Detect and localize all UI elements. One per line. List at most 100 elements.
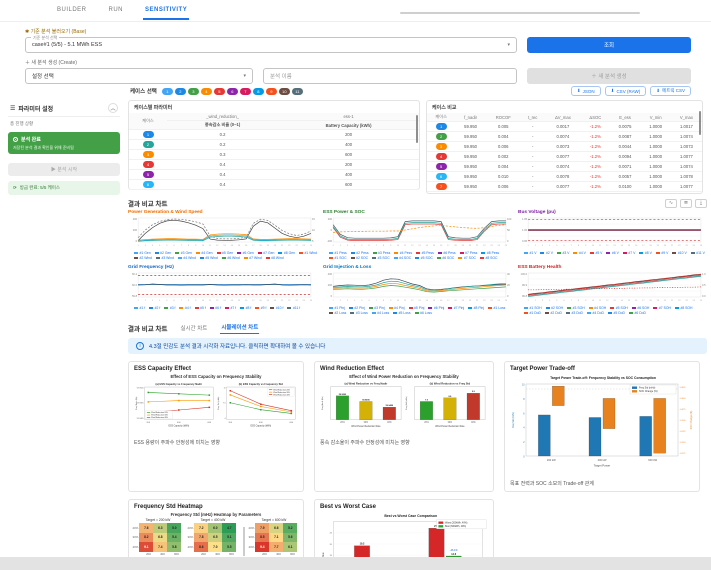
legend-item[interactable]: #1 SOH	[524, 306, 542, 310]
legend-item[interactable]: #3 DoD	[566, 311, 583, 315]
case-chip-8[interactable]: 8	[252, 87, 264, 95]
legend-item[interactable]: #1 V	[524, 251, 536, 255]
legend-item[interactable]: #1 Wind	[299, 251, 317, 255]
legend-item[interactable]: #5 Gen	[216, 251, 233, 255]
legend-item[interactable]: #8 Wind	[265, 256, 284, 260]
param-table-row[interactable]: 4 0.4 200	[129, 159, 419, 170]
legend-item[interactable]: #6 Gen	[237, 251, 254, 255]
legend-item[interactable]: #2 Gen	[154, 251, 171, 255]
case-chip-11[interactable]: 11	[291, 87, 303, 95]
timeseries-chart-grid-frequency[interactable]: Grid Frequency (Hz) 60.2 60.0 59.8 1 2 3 4 5 6 7 8 9…	[128, 265, 317, 315]
legend-item[interactable]: #7 Pess	[459, 251, 477, 255]
compare-table-row[interactable]: 4 59.950 0.002-0.0077 -1.2% 0.0094 1.0000 1.00…	[427, 151, 702, 162]
case-chip-5[interactable]: 5	[213, 87, 225, 95]
timeseries-chart-grid-injection-loss[interactable]: Grid Injection & Loss 400 200 0 40 20 0 1 2 3 4 5 6 7…	[323, 265, 512, 315]
download-icon[interactable]: ⤓	[695, 198, 707, 208]
legend-item[interactable]: #8 Pess	[481, 251, 499, 255]
legend-item[interactable]: #6 Wind	[221, 256, 240, 260]
legend-item[interactable]: #3 SOC	[372, 256, 390, 260]
frequency-std-heatmap-card[interactable]: Frequency Std Heatmap Frequency Std (mHz…	[128, 499, 304, 557]
analysis-complete-status[interactable]: 분석 완료 저장된 분석 결과 확인을 위해 준비됨	[8, 132, 120, 155]
legend-item[interactable]: #6 Loss	[414, 311, 432, 315]
legend-item[interactable]: #2 Wind	[134, 256, 152, 260]
legend-item[interactable]: #7 V	[622, 251, 635, 255]
legend-item[interactable]: #3 f	[164, 306, 175, 310]
case-chip-3[interactable]: 3	[187, 87, 199, 95]
case-chip-10[interactable]: 10	[278, 87, 290, 95]
compare-table-row[interactable]: 1 59.950 0.005-0.0017 -1.2% 0.0075 1.0000 1.00…	[427, 121, 702, 132]
compare-table-row[interactable]: 7 59.950 0.006-0.0077 -1.2% 0.0100 1.0000 1.00…	[427, 181, 702, 192]
param-table-row[interactable]: 3 0.3 600	[129, 149, 419, 160]
ess-capacity-effect-card[interactable]: ESS Capacity Effect Effect of ESS Capaci…	[128, 361, 304, 492]
legend-item[interactable]: #6 V	[606, 251, 619, 255]
heatmap-target-3[interactable]: Target = 600 kW 20% 30% 40% 7.9 6.6 5.2 8.5 7.1 5…	[249, 518, 300, 557]
tab-simulation-chart[interactable]: 시뮬레이션 차트	[220, 321, 260, 334]
heatmap-target-1[interactable]: Target = 200 kW 20% 30% 40% 7.6 6.3 5.0 8.2 6.8 5…	[133, 518, 184, 557]
legend-item[interactable]: #2 V	[540, 251, 553, 255]
legend-item[interactable]: #2 Loss	[329, 311, 346, 315]
export-button--csv[interactable]: ⬇ 메트릭 CSV	[650, 86, 691, 96]
legend-item[interactable]: #5 Pinj	[408, 306, 424, 310]
case-chip-7[interactable]: 7	[239, 87, 251, 95]
vertical-scrollbar[interactable]	[698, 111, 701, 135]
top-tab-builder[interactable]: BUILDER	[57, 7, 87, 13]
legend-item[interactable]: #7 Wind	[243, 256, 262, 260]
legend-item[interactable]: #2 Pinj	[348, 306, 365, 310]
legend-item[interactable]: #1 Loss	[488, 306, 505, 310]
legend-item[interactable]: #1 Pess	[329, 251, 347, 255]
target-power-tradeoff-card[interactable]: Target Power Trade-off Target Power Trad…	[504, 361, 700, 492]
legend-item[interactable]: #1 f	[134, 306, 145, 310]
legend-item[interactable]: #6 Pinj	[428, 306, 444, 310]
legend-item[interactable]: #11 V	[690, 251, 705, 255]
legend-item[interactable]: #6 Pess	[437, 251, 456, 255]
legend-item[interactable]: #3 Pess	[372, 251, 390, 255]
legend-item[interactable]: #4 SOC	[393, 256, 411, 260]
compare-table-row[interactable]: 2 59.950 0.004-0.0074 -1.2% 0.0087 1.0000 1.00…	[427, 131, 702, 142]
legend-item[interactable]: #6 SOC	[436, 256, 454, 260]
legend-item[interactable]: #6 SOH	[631, 306, 649, 310]
drag-handle[interactable]	[400, 12, 640, 14]
case-chip-6[interactable]: 6	[226, 87, 238, 95]
legend-item[interactable]: #9 V	[655, 251, 668, 255]
legend-item[interactable]: #8 f	[240, 306, 251, 310]
legend-item[interactable]: #2 SOH	[545, 306, 563, 310]
legend-item[interactable]: #1 DoD	[524, 311, 541, 315]
legend-item[interactable]: #1 Gen	[134, 251, 151, 255]
param-table-row[interactable]: 6 0.4 600	[129, 179, 419, 190]
timeseries-chart-power-generation-wind-speed[interactable]: Power Generation & Wind Speed 400 200 0 15 10…	[128, 210, 317, 260]
legend-item[interactable]: #4 DoD	[587, 311, 604, 315]
vertical-scrollbar[interactable]	[415, 115, 418, 143]
legend-item[interactable]: #3 Wind	[155, 256, 174, 260]
legend-item[interactable]: #3 Pinj	[368, 306, 385, 310]
legend-item[interactable]: #3 Loss	[350, 311, 368, 315]
export-button-csv-raw-[interactable]: ⬇ CSV (RAW)	[604, 86, 647, 96]
legend-item[interactable]: #8 V	[639, 251, 652, 255]
top-tab-run[interactable]: RUN	[108, 7, 124, 13]
param-table-row[interactable]: 2 0.2 400	[129, 139, 419, 150]
top-tab-sensitivity[interactable]: SENSITIVITY	[143, 1, 190, 20]
case-chip-9[interactable]: 9	[265, 87, 277, 95]
timeseries-chart-ess-battery-health[interactable]: ESS Battery Health 100.0 99.9 99.8 1.0 0.5 0.0…	[518, 265, 707, 315]
legend-item[interactable]: #4 V	[573, 251, 586, 255]
legend-item[interactable]: #5 V	[589, 251, 602, 255]
legend-item[interactable]: #4 Loss	[371, 311, 389, 315]
legend-item[interactable]: #7 Gen	[257, 251, 274, 255]
legend-item[interactable]: #5 SOC	[415, 256, 433, 260]
legend-item[interactable]: #7 SOC	[458, 256, 476, 260]
legend-item[interactable]: #2 DoD	[545, 311, 562, 315]
tab-realtime-chart[interactable]: 실시간 차트	[180, 325, 208, 332]
legend-item[interactable]: #11 f	[287, 306, 300, 310]
legend-item[interactable]: #10 V	[672, 251, 687, 255]
wind-reduction-effect-card[interactable]: Wind Reduction Effect Effect of Wind Pow…	[314, 361, 494, 492]
create-analysis-button[interactable]: ＋ 새 분석 생성	[527, 68, 691, 84]
legend-item[interactable]: #3 SOH	[567, 306, 585, 310]
legend-item[interactable]: #8 SOH	[674, 306, 693, 310]
query-button[interactable]: 조회	[527, 37, 691, 53]
legend-item[interactable]: #5 Loss	[393, 311, 411, 315]
compare-table-row[interactable]: 6 59.950 0.010-0.0078 -1.2% 0.0057 1.0000 1.00…	[427, 171, 702, 182]
legend-item[interactable]: #2 f	[149, 306, 160, 310]
preset-select[interactable]: 설정 선택 ▾	[25, 68, 253, 84]
legend-item[interactable]: #1 Pinj	[329, 306, 345, 310]
export-button-json[interactable]: ⬇ JSON	[570, 86, 601, 96]
legend-item[interactable]: #5 SOH	[610, 306, 628, 310]
